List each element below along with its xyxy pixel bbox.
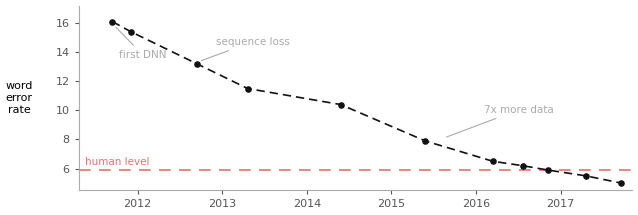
Text: first DNN: first DNN [116,27,167,60]
Point [192,62,202,66]
Point [517,164,528,167]
Point [126,30,136,34]
Point [107,20,117,23]
Point [543,168,553,172]
Point [420,139,431,143]
Text: sequence loss: sequence loss [201,37,290,61]
Y-axis label: word
error
rate: word error rate [6,81,33,115]
Text: 7x more data: 7x more data [447,105,554,137]
Point [488,160,498,163]
Point [336,103,346,106]
Text: human level: human level [85,157,150,167]
Point [616,181,627,185]
Point [581,174,591,178]
Point [242,87,253,90]
